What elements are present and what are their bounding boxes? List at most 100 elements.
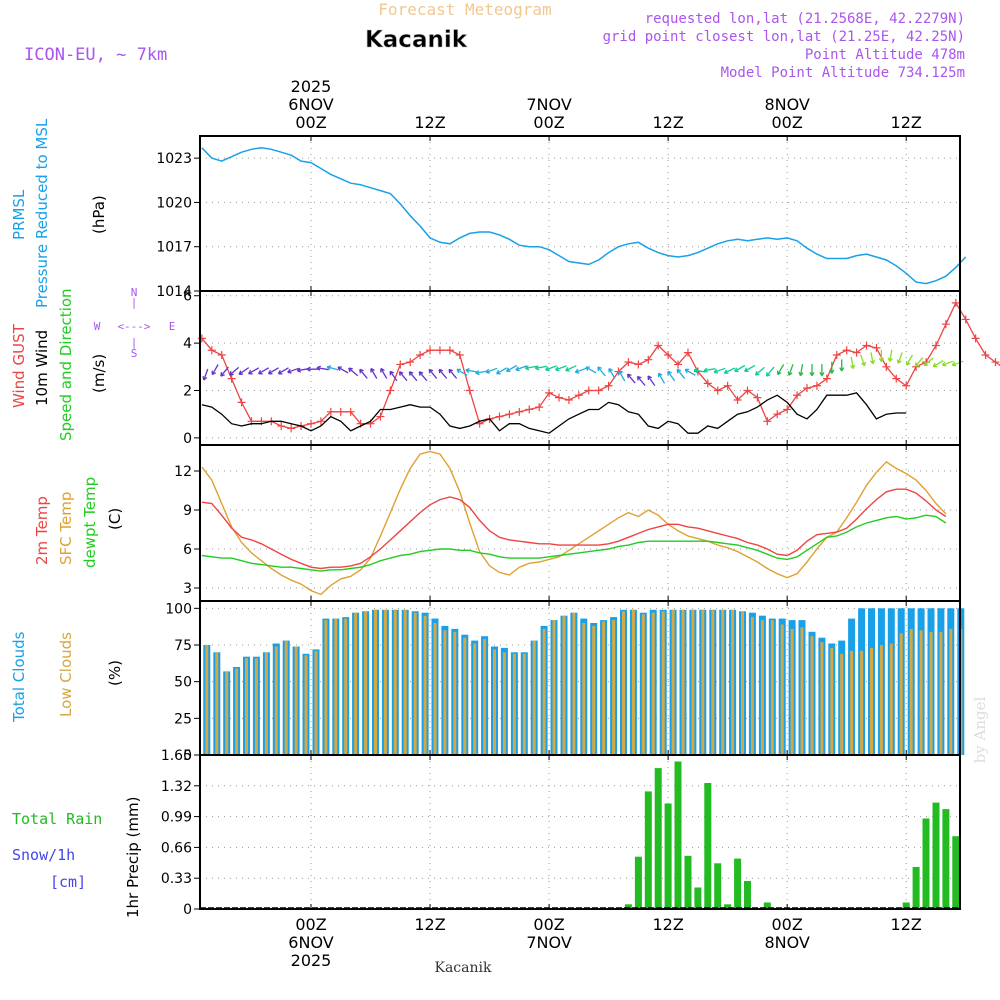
top-axis-label: 12Z bbox=[414, 113, 445, 132]
wind-direction-arrow bbox=[787, 364, 794, 376]
rain-bar bbox=[654, 768, 662, 909]
snow-unit-label: [cm] bbox=[50, 873, 86, 891]
y-tick-label: 1.32 bbox=[161, 779, 192, 795]
low-cloud-bar bbox=[572, 612, 576, 755]
low-cloud-bar bbox=[750, 617, 754, 755]
low-cloud-bar bbox=[324, 620, 328, 755]
low-cloud-bar bbox=[929, 631, 933, 755]
wind-gust-label: Wind GUST bbox=[10, 323, 28, 408]
low-cloud-bar bbox=[701, 609, 705, 755]
clouds-panel: 0 25 50 75 100 bbox=[165, 600, 965, 764]
rain-bar bbox=[684, 855, 692, 909]
y-tick-label: 1020 bbox=[156, 195, 192, 211]
pressure-label-1: PRMSL bbox=[10, 189, 28, 240]
wind-direction-arrow bbox=[534, 365, 547, 371]
wind-gust-point bbox=[793, 391, 802, 400]
wind-gust-point bbox=[812, 381, 821, 390]
rain-bar bbox=[912, 867, 920, 909]
low-cloud-bar bbox=[949, 628, 953, 755]
bottom-axis-label: 7NOV bbox=[526, 933, 571, 952]
rain-bar bbox=[932, 802, 940, 909]
wind-gust-point bbox=[495, 412, 504, 421]
wind-gust-point bbox=[555, 393, 563, 402]
low-cloud-bar bbox=[542, 628, 546, 755]
low-cloud-bar bbox=[592, 625, 596, 755]
top-axis-label: 00Z bbox=[295, 113, 326, 132]
wind-direction-arrow bbox=[380, 367, 388, 379]
wind-direction-arrow bbox=[744, 364, 756, 373]
y-tick-label: 0 bbox=[183, 748, 192, 764]
low-cloud-bar bbox=[602, 621, 606, 755]
wind-gust-point bbox=[783, 405, 792, 414]
wind-direction-arrow bbox=[618, 370, 626, 382]
y-tick-label: 6 bbox=[183, 289, 192, 305]
y-tick-label: 1023 bbox=[156, 151, 192, 167]
low-cloud-bar bbox=[364, 611, 368, 755]
low-cloud-bar bbox=[512, 653, 516, 755]
bottom-axis-label: 12Z bbox=[414, 915, 445, 934]
y-tick-label: 3 bbox=[183, 581, 192, 597]
low-cloud-bar bbox=[691, 609, 695, 755]
y-tick-label: 0 bbox=[183, 902, 192, 918]
rain-bar bbox=[694, 887, 702, 909]
y-tick-label: 2 bbox=[183, 384, 192, 400]
wind-gust-point bbox=[207, 346, 216, 355]
low-cloud-bar bbox=[215, 652, 219, 755]
y-tick-label: 1.65 bbox=[161, 748, 192, 764]
wind-direction-arrow bbox=[819, 364, 825, 377]
wind-gust-point bbox=[683, 348, 692, 357]
location-title: Kacanik bbox=[365, 27, 468, 53]
y-tick-label: 75 bbox=[174, 638, 192, 654]
wind-direction-arrow bbox=[506, 364, 518, 373]
y-tick-label: 0.33 bbox=[161, 871, 192, 887]
wind-gust-point bbox=[763, 417, 772, 426]
temp-2m-label: 2m Temp bbox=[33, 496, 51, 565]
wind-gust-point bbox=[822, 374, 831, 383]
wind-direction-arrow bbox=[524, 365, 538, 371]
low-cloud-bar bbox=[711, 609, 715, 755]
wind-gust-point bbox=[604, 381, 613, 390]
rain-bar bbox=[942, 809, 950, 909]
wind-gust-point bbox=[406, 358, 415, 367]
plot-area bbox=[200, 291, 960, 445]
wind-gust-point bbox=[902, 381, 911, 390]
wind-gust-point bbox=[951, 298, 960, 307]
wind-direction-arrow bbox=[565, 365, 577, 372]
wind-gust-point bbox=[991, 358, 1000, 367]
wind-direction-arrow bbox=[267, 367, 279, 375]
wind-gust-point bbox=[465, 386, 474, 395]
wind-gust-point bbox=[753, 393, 762, 402]
low-cloud-bar bbox=[235, 668, 239, 755]
wind-gust-point bbox=[307, 419, 315, 428]
low-cloud-bar bbox=[532, 640, 536, 755]
rain-bar bbox=[714, 863, 722, 909]
wind-gust-point bbox=[634, 360, 643, 369]
low-cloud-bar bbox=[245, 658, 248, 755]
low-cloud-bar bbox=[622, 611, 625, 755]
wind-gust-point bbox=[584, 386, 593, 395]
wind-gust-point bbox=[435, 346, 444, 355]
wind-direction-arrow bbox=[626, 373, 636, 384]
low-cloud-bar bbox=[870, 647, 873, 755]
snow-label: Snow/1h bbox=[12, 846, 75, 864]
rain-bar bbox=[644, 791, 652, 909]
low-cloud-bar bbox=[254, 658, 258, 755]
bottom-axis-label: 00Z bbox=[533, 915, 564, 934]
rain-bar bbox=[744, 881, 751, 909]
wind-gust-point bbox=[515, 407, 524, 416]
low-cloud-bar bbox=[909, 628, 913, 755]
low-cloud-bar bbox=[473, 643, 477, 755]
wind-gust-point bbox=[545, 388, 554, 397]
wind-direction-arrow bbox=[545, 365, 557, 372]
clouds-unit: (%) bbox=[106, 660, 124, 686]
wind-direction-arrow bbox=[636, 375, 646, 386]
low-cloud-bar bbox=[552, 620, 556, 755]
wind-gust-point bbox=[525, 405, 534, 414]
temp-unit: (C) bbox=[106, 508, 124, 530]
precip-panel: 0 0.33 0.66 0.99 1.32 1.65 bbox=[161, 748, 961, 918]
compass-e: E bbox=[169, 320, 176, 333]
low-cloud-bar bbox=[612, 620, 616, 755]
wind-direction-arrow bbox=[296, 367, 309, 373]
